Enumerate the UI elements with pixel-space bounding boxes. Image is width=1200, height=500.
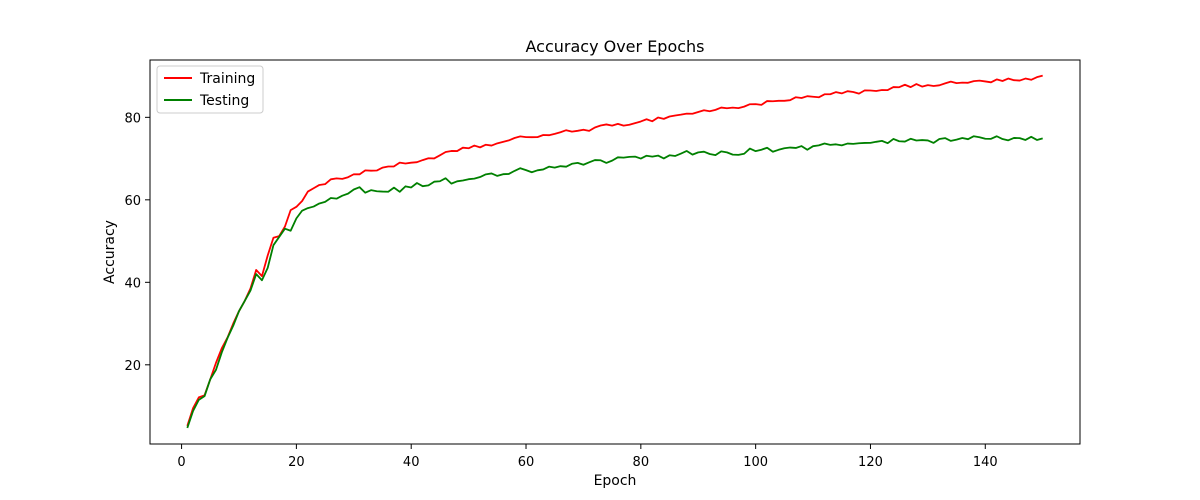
x-tick-label: 120	[858, 455, 883, 470]
legend-label-training: Training	[199, 71, 255, 87]
x-tick-label: 20	[288, 455, 305, 470]
y-axis-title: Accuracy	[102, 220, 118, 284]
x-axis: 0 20 40 60 80 100 120 140	[177, 444, 998, 470]
plot-frame	[149, 59, 1081, 445]
x-axis-title: Epoch	[594, 473, 637, 489]
y-tick-label: 20	[124, 359, 141, 374]
y-tick-label: 80	[124, 111, 141, 126]
series-line-testing	[186, 135, 1043, 429]
series-group	[186, 74, 1043, 429]
chart-title: Accuracy Over Epochs	[525, 37, 704, 56]
x-tick-label: 0	[177, 455, 185, 470]
x-tick-label: 40	[403, 455, 420, 470]
legend-label-testing: Testing	[199, 93, 249, 109]
series-line-training	[186, 74, 1043, 427]
legend: Training Testing	[156, 65, 264, 114]
x-tick-label: 80	[633, 455, 650, 470]
x-tick-label: 140	[973, 455, 998, 470]
x-tick-label: 100	[743, 455, 768, 470]
x-tick-label: 60	[518, 455, 535, 470]
y-axis: 20 40 60 80	[124, 111, 150, 374]
y-tick-label: 60	[124, 194, 141, 209]
y-tick-label: 40	[124, 276, 141, 291]
